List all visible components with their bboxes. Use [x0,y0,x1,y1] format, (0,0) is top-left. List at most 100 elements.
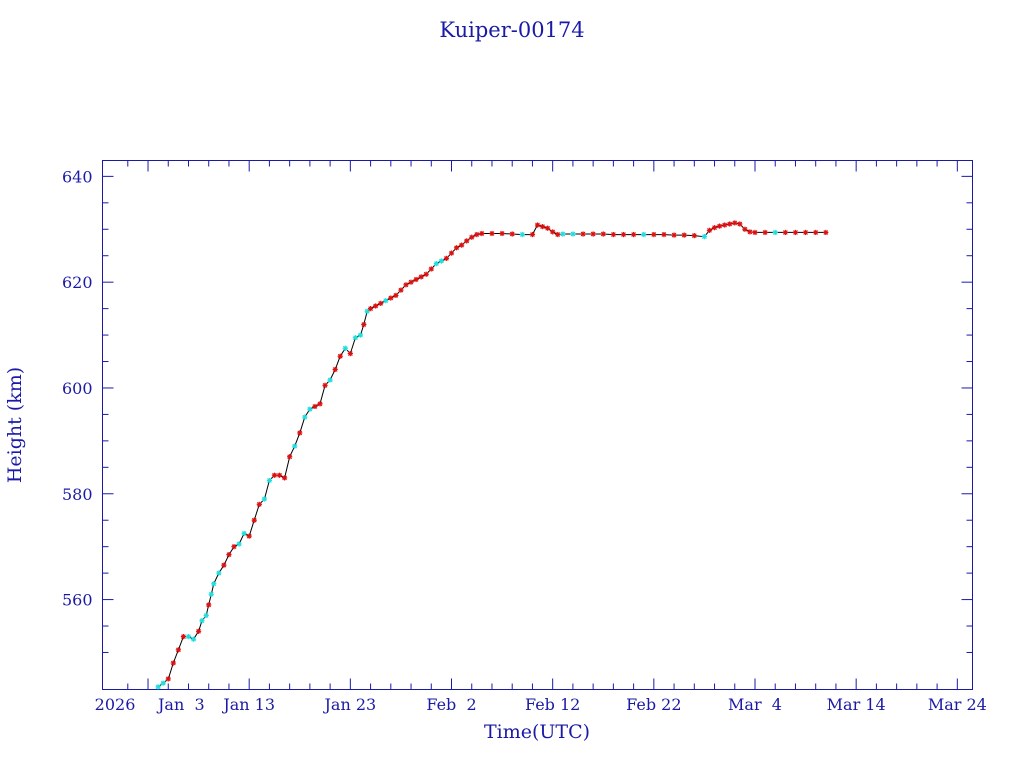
data-point [701,234,708,240]
y-tick-label: 600 [62,379,93,398]
data-point [236,541,242,547]
data-point [170,660,176,666]
data-point [357,332,364,338]
data-point [196,628,202,634]
data-point [199,618,205,624]
data-point [474,231,480,238]
data-point [590,231,596,237]
data-point [661,231,667,238]
data-point [433,261,439,267]
data-point [361,321,367,328]
data-point [499,230,505,237]
data-point [681,232,687,238]
y-tick-label: 620 [62,273,93,292]
data-point [459,242,465,248]
data-point [211,581,217,587]
data-point [337,353,343,359]
data-point [560,231,566,237]
data-point [347,350,353,357]
data-point [302,414,308,420]
data-point [221,562,227,568]
data-point [534,222,541,228]
data-point [631,231,637,238]
data-point [711,225,718,231]
data-point [782,229,788,236]
data-point [155,684,161,690]
data-point [706,227,713,233]
data-point [671,232,677,238]
data-point [322,382,328,388]
data-point [241,530,247,537]
chart-title: Kuiper-00174 [439,18,584,42]
y-tick-label: 560 [62,591,93,610]
x-axis-label: Time(UTC) [484,721,590,743]
data-point [813,229,819,236]
data-point [792,229,799,236]
data-point [352,335,359,341]
data-point [772,229,778,236]
data-point [226,552,232,558]
x-tick-label: Mar 24 [928,695,987,714]
data-point [185,634,192,640]
data-point [292,443,298,449]
data-point [716,223,723,229]
data-point [529,231,536,238]
y-axis-ticks: 560 580 600 620 640 [62,167,973,653]
data-point [206,602,212,608]
y-tick-label: 580 [62,485,93,504]
data-point [737,221,743,227]
data-point [742,226,748,232]
data-point [256,501,262,507]
data-point [378,300,384,306]
data-point [261,496,267,502]
data-point [398,287,404,293]
data-point [287,454,293,460]
data-point [160,680,166,686]
x-tick-label: Mar 4 [728,695,782,714]
x-tick-label: Feb 12 [525,695,580,714]
data-point [469,234,475,240]
data-point [464,238,470,244]
data-point [550,229,556,235]
data-point [489,230,495,237]
data-point [570,231,576,237]
data-point [403,282,409,288]
data-point [317,401,323,407]
data-point [727,221,733,227]
data-point [762,229,768,236]
y-axis-label: Height (km) [4,367,26,483]
data-point [448,250,455,256]
data-point [266,477,273,484]
data-point [651,231,657,238]
data-point [443,255,450,261]
data-point [545,225,551,231]
data-point [453,245,460,251]
data-point [276,472,283,478]
data-point [342,345,348,351]
y-tick-label: 640 [62,167,93,186]
data-point [802,229,809,236]
data-point [332,366,338,373]
data-point [190,636,197,642]
data-point [393,292,399,298]
data-point [610,231,616,238]
data-point [281,475,288,481]
data-point [641,231,647,238]
x-tick-label: Feb 22 [626,695,681,714]
data-point [297,430,303,436]
data-point [413,276,419,283]
data-point [620,231,627,238]
data-point [747,229,753,235]
data-point [180,634,187,640]
data-point [509,231,515,237]
data-point [519,231,525,238]
data-point [383,298,389,304]
data-point [203,612,209,619]
data-point [216,570,222,576]
data-point [312,403,318,410]
data-point [722,222,728,228]
data-point [418,274,424,280]
x-axis-ticks: 2026 Jan 13 Jan 23 Feb 2 Feb 12 Feb 22 Mar 4 Ma… [95,160,987,714]
data-point [175,647,181,653]
